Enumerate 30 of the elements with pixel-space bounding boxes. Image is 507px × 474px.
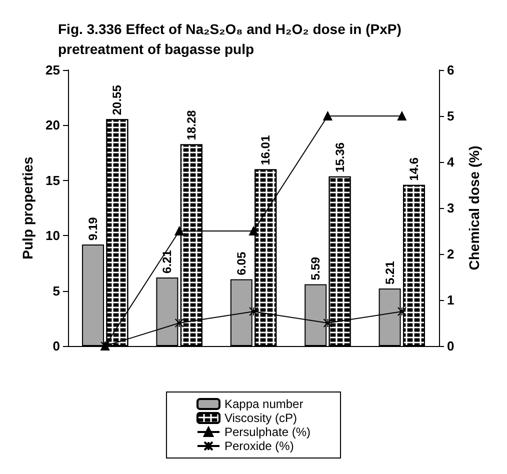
chart-title: Fig. 3.336 Effect of Na₂S₂O₈ and H₂O₂ dose in (PxP) pretreatment of bagasse pulp (58, 21, 406, 57)
data-label: 6.21 (160, 250, 174, 274)
y-tick-label: 10 (46, 228, 60, 244)
legend-label: Kappa number (224, 397, 304, 411)
y2-tick-label: 3 (447, 200, 454, 216)
y-tick-label: 0 (52, 338, 60, 354)
data-label: 5.21 (382, 260, 397, 284)
y-tick-label: 5 (52, 283, 60, 298)
data-label: 6.05 (234, 252, 248, 276)
y2-axis-title: Chemical dose (%) (466, 146, 482, 270)
data-label: 16.01 (258, 134, 273, 166)
y-tick-label: 25 (46, 62, 60, 78)
y2-tick-label: 0 (447, 338, 454, 354)
y2-tick-label: 6 (447, 62, 454, 78)
y2-tick-label: 2 (447, 246, 454, 262)
data-label: 20.55 (110, 84, 124, 116)
data-label: 18.28 (184, 110, 198, 140)
data-label: 15.36 (332, 142, 347, 172)
y2-tick-label: 5 (447, 108, 454, 124)
y2-tick-label: 1 (447, 292, 454, 308)
y-tick-label: 15 (46, 172, 60, 188)
legend-label: Viscosity (cP) (224, 411, 297, 425)
legend-label: Peroxide (%) (224, 439, 294, 453)
y2-tick-label: 4 (447, 154, 455, 170)
data-label: 5.59 (308, 256, 323, 280)
data-label: 14.6 (407, 157, 421, 181)
legend-label: Persulphate (%) (224, 425, 311, 439)
y-axis-title: Pulp properties (20, 156, 36, 260)
y-tick-label: 20 (46, 118, 60, 133)
data-label: 9.19 (86, 216, 100, 241)
